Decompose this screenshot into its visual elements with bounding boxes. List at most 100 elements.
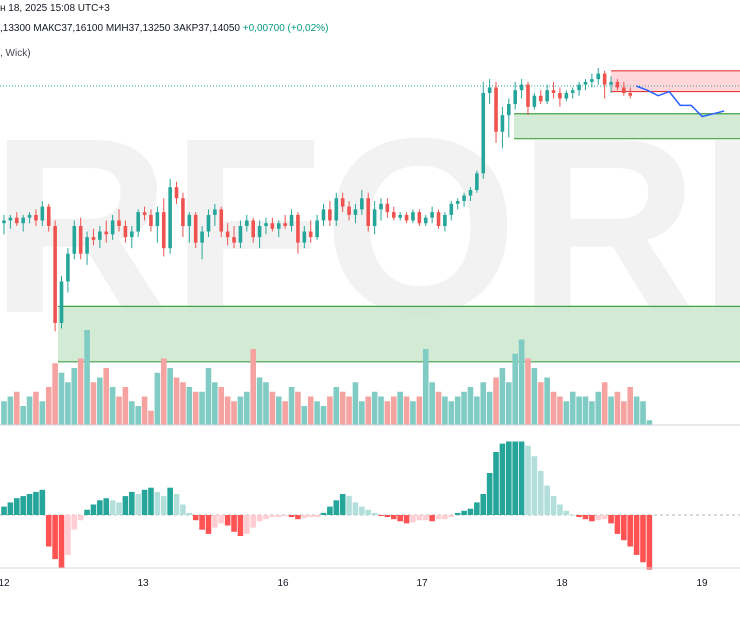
macd-bar — [180, 504, 186, 515]
macd-bar — [275, 515, 282, 518]
volume-bar — [467, 387, 474, 425]
volume-bar — [640, 401, 646, 425]
candle-body — [487, 87, 492, 93]
macd-bar — [480, 494, 487, 515]
macd-bar — [442, 515, 448, 520]
x-axis: 12 13 16 17 18 19 — [0, 578, 708, 589]
candle-body — [193, 214, 198, 243]
macd-bar — [116, 502, 122, 515]
indicator-label[interactable]: , Wick) — [0, 48, 31, 59]
macd-bar — [378, 515, 384, 517]
candle-body — [200, 231, 204, 243]
macd-bar — [390, 515, 397, 520]
macd-bar — [531, 456, 538, 515]
macd-bar — [160, 496, 167, 515]
volume-bar — [416, 396, 423, 425]
volume-bar — [20, 406, 26, 425]
candle-body — [315, 220, 319, 238]
volume-bar — [141, 396, 148, 425]
candle-body — [27, 214, 32, 218]
volume-bar — [199, 391, 205, 425]
macd-bar — [359, 506, 365, 515]
x-tick-label: 18 — [556, 578, 568, 589]
candle-body — [507, 104, 511, 116]
candle-body — [551, 90, 556, 93]
volume-bar — [122, 387, 129, 425]
candles-layer — [2, 68, 633, 332]
volume-bar — [173, 377, 180, 425]
volume-bar — [646, 420, 653, 425]
candle-body — [558, 92, 562, 99]
macd-bar — [506, 441, 512, 515]
volume-bar — [269, 391, 276, 425]
volume-bar — [97, 377, 103, 425]
macd-bar — [84, 509, 90, 515]
candle-body — [411, 212, 415, 221]
volume-bar — [461, 391, 467, 425]
macd-bar — [186, 512, 193, 515]
macd-bar — [307, 515, 314, 518]
volume-bar — [346, 396, 352, 425]
candle-body — [423, 217, 428, 224]
volume-bar — [576, 396, 582, 425]
macd-bar — [26, 494, 33, 515]
open-value: ,13300 — [0, 23, 31, 34]
candle-body — [353, 209, 358, 215]
candle-body — [40, 206, 45, 221]
candle-body — [308, 231, 313, 238]
close-label: ЗАКР — [173, 23, 199, 34]
candle-body — [398, 214, 402, 218]
volume-bar — [160, 358, 167, 425]
macd-bar — [218, 515, 225, 524]
ohlc-legend: ,13300 МАКС37,16100 МИН37,13250 ЗАКР37,1… — [0, 23, 328, 34]
macd-bar — [250, 515, 257, 528]
volume-bar — [506, 382, 512, 425]
x-tick-label: 19 — [696, 578, 708, 589]
macd-bar — [640, 515, 646, 563]
volume-bar — [589, 401, 595, 425]
volume-bar — [390, 396, 397, 425]
candle-body — [187, 214, 192, 226]
candle-body — [609, 81, 613, 85]
macd-bar — [614, 515, 621, 534]
macd-bar — [397, 515, 403, 522]
candle-body — [53, 226, 57, 323]
macd-bar — [314, 515, 320, 518]
volume-bar — [371, 391, 378, 425]
candle-body — [583, 81, 588, 85]
volume-bar — [109, 387, 116, 425]
candle-body — [379, 203, 383, 210]
candle-body — [360, 198, 364, 210]
volume-bar — [263, 382, 269, 425]
forecast-layer — [635, 85, 725, 118]
candle-body — [206, 214, 211, 232]
x-tick-label: 16 — [277, 578, 289, 589]
candle-body — [372, 209, 377, 226]
volume-bar — [397, 391, 403, 425]
volume-bar — [493, 377, 499, 425]
candle-body — [34, 214, 38, 221]
macd-bar — [244, 515, 250, 534]
volume-bar — [212, 382, 218, 425]
candle-body — [615, 81, 620, 88]
candle-body — [174, 187, 179, 199]
macd-bar — [608, 515, 614, 524]
candle-body — [545, 90, 549, 102]
macd-bar — [550, 496, 557, 515]
macd-bar — [295, 515, 301, 520]
macd-bar — [237, 515, 244, 536]
volume-bar — [116, 396, 122, 425]
candle-body — [104, 231, 109, 235]
volume-bar — [1, 401, 7, 425]
volume-bar — [486, 391, 493, 425]
macd-bar — [416, 515, 423, 521]
high-label: МАКС — [33, 23, 62, 34]
candle-body — [602, 73, 607, 85]
volume-bar — [295, 391, 301, 425]
candle-body — [66, 253, 70, 282]
candle-body — [436, 212, 441, 226]
volume-bar — [531, 368, 538, 425]
macd-bar — [601, 515, 608, 520]
